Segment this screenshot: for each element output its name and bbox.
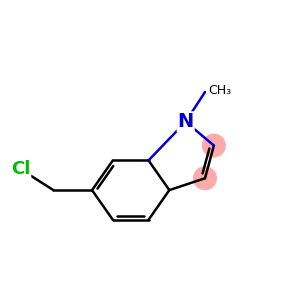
Circle shape [202,134,225,157]
Circle shape [194,167,216,190]
Text: N: N [178,112,194,131]
Text: Cl: Cl [11,160,30,178]
Text: CH₃: CH₃ [208,84,232,97]
